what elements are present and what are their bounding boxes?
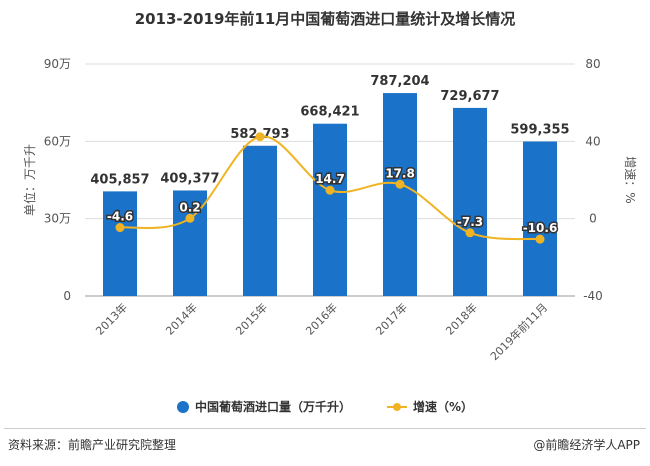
bar bbox=[313, 123, 347, 296]
footer-divider bbox=[4, 428, 646, 429]
legend-bar-swatch bbox=[176, 400, 189, 413]
y-tick-label: 90万 bbox=[44, 57, 71, 71]
x-tick-label: 2013年 bbox=[93, 300, 130, 337]
growth-label: -10.6 bbox=[523, 221, 558, 235]
x-tick-label: 2018年 bbox=[443, 300, 480, 337]
legend-line-label: 增速（%） bbox=[412, 400, 474, 414]
bar-label: 599,355 bbox=[510, 122, 569, 137]
growth-label: 17.8 bbox=[385, 166, 415, 180]
bar-label: 409,377 bbox=[160, 171, 219, 186]
legend-line-swatch bbox=[386, 402, 407, 411]
y-tick-label: 30万 bbox=[44, 212, 71, 226]
x-tick-label: 2015年 bbox=[233, 300, 270, 337]
growth-point bbox=[325, 185, 335, 195]
growth-label: -7.3 bbox=[457, 215, 483, 229]
y2-tick-label: 40 bbox=[585, 134, 600, 148]
growth-point bbox=[535, 234, 545, 244]
growth-point bbox=[255, 132, 265, 142]
x-tick-label: 2014年 bbox=[163, 300, 200, 337]
x-tick-label: 2019年前11月 bbox=[487, 300, 550, 363]
chart-title: 2013-2019年前11月中国葡萄酒进口量统计及增长情况 bbox=[134, 10, 516, 28]
growth-point bbox=[185, 213, 195, 223]
y2-axis-label: 增速：% bbox=[623, 156, 637, 203]
bar-label: 405,857 bbox=[90, 172, 149, 187]
bar bbox=[523, 141, 557, 296]
y-tick-label: 0 bbox=[63, 289, 71, 303]
growth-point bbox=[465, 228, 475, 238]
y-tick-label: 60万 bbox=[44, 134, 71, 148]
chart-svg: 0 30万 60万 90万 -40 0 40 80 单位：万千升 增速：% 405,857 409,3… bbox=[22, 57, 637, 363]
bar bbox=[383, 93, 417, 297]
y2-tick-label: 0 bbox=[589, 212, 597, 226]
bar-label: 668,421 bbox=[300, 105, 359, 120]
bar-label: 787,204 bbox=[370, 74, 429, 89]
legend-bar-label: 中国葡萄酒进口量（万千升） bbox=[194, 400, 351, 414]
y-axis-label: 单位：万千升 bbox=[22, 144, 37, 216]
bar bbox=[103, 191, 137, 296]
legend: 中国葡萄酒进口量（万千升） 增速（%） bbox=[0, 398, 650, 415]
bar bbox=[243, 145, 277, 296]
brand-note: @前瞻经济学人APP bbox=[533, 438, 640, 452]
y2-tick-label: -40 bbox=[583, 289, 603, 303]
x-tick-label: 2016年 bbox=[303, 300, 340, 337]
bar bbox=[453, 107, 487, 296]
growth-label: 0.2 bbox=[179, 200, 200, 214]
growth-label: 14.7 bbox=[315, 172, 345, 186]
growth-point bbox=[115, 223, 125, 233]
growth-point bbox=[395, 179, 405, 189]
source-note: 资料来源：前瞻产业研究院整理 bbox=[8, 438, 177, 452]
x-tick-label: 2017年 bbox=[373, 300, 410, 337]
growth-label: -4.6 bbox=[107, 210, 133, 224]
y2-tick-label: 80 bbox=[585, 57, 600, 71]
bar-label: 729,677 bbox=[440, 89, 499, 104]
